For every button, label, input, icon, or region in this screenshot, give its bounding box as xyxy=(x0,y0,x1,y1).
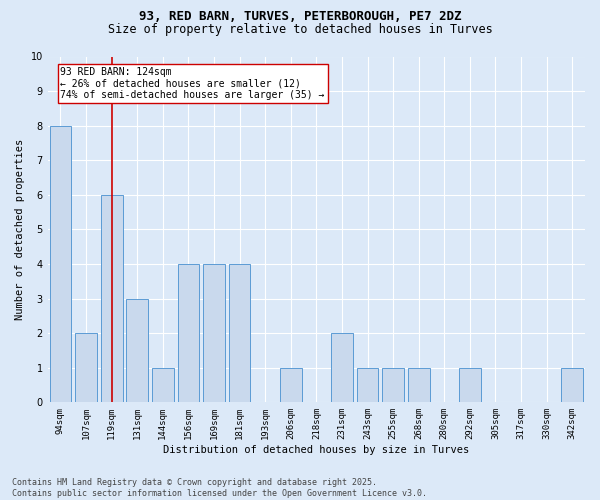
Bar xyxy=(178,264,199,402)
Text: Contains HM Land Registry data © Crown copyright and database right 2025.
Contai: Contains HM Land Registry data © Crown c… xyxy=(12,478,427,498)
Bar xyxy=(280,368,302,402)
Bar xyxy=(229,264,250,402)
Bar xyxy=(356,368,379,402)
Bar xyxy=(101,195,122,402)
Bar xyxy=(331,333,353,402)
Text: 93 RED BARN: 124sqm
← 26% of detached houses are smaller (12)
74% of semi-detach: 93 RED BARN: 124sqm ← 26% of detached ho… xyxy=(61,67,325,100)
X-axis label: Distribution of detached houses by size in Turves: Distribution of detached houses by size … xyxy=(163,445,469,455)
Bar xyxy=(75,333,97,402)
Text: 93, RED BARN, TURVES, PETERBOROUGH, PE7 2DZ: 93, RED BARN, TURVES, PETERBOROUGH, PE7 … xyxy=(139,10,461,23)
Bar xyxy=(50,126,71,402)
Bar xyxy=(127,298,148,403)
Bar xyxy=(152,368,173,402)
Bar xyxy=(562,368,583,402)
Bar xyxy=(382,368,404,402)
Bar xyxy=(203,264,225,402)
Bar xyxy=(459,368,481,402)
Text: Size of property relative to detached houses in Turves: Size of property relative to detached ho… xyxy=(107,22,493,36)
Y-axis label: Number of detached properties: Number of detached properties xyxy=(15,139,25,320)
Bar xyxy=(408,368,430,402)
